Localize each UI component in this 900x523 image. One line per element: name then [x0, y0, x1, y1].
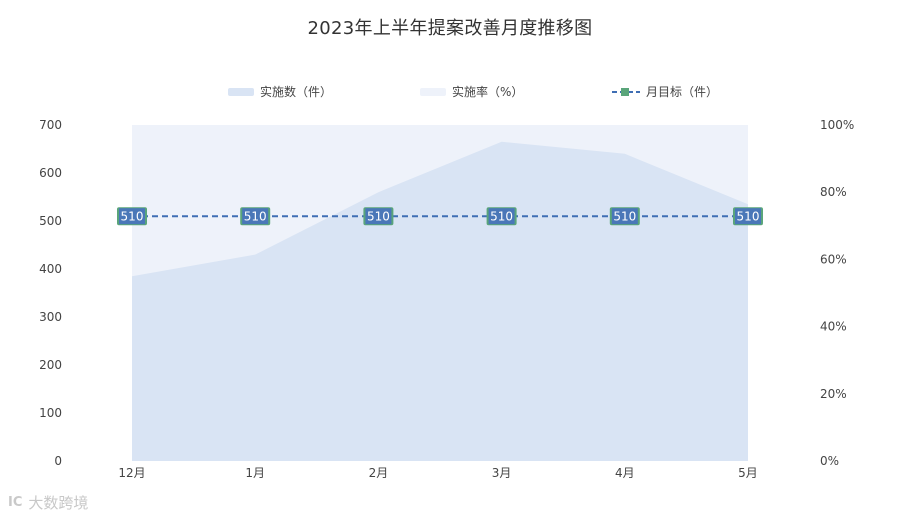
- target-label-box: [735, 208, 761, 225]
- target-label-box: [488, 208, 515, 225]
- y-left-tick-label: 300: [39, 310, 62, 324]
- y-left-tick-label: 0: [54, 454, 62, 468]
- target-data-label: 510: [121, 210, 144, 224]
- chart-title: 2023年上半年提案改善月度推移图: [307, 18, 593, 39]
- y-left-tick-label: 100: [39, 406, 62, 420]
- y-left-tick-label: 500: [39, 214, 62, 228]
- y-right-tick-label: 100%: [820, 118, 854, 132]
- y-right-tick-label: 60%: [820, 252, 847, 266]
- legend-label-rate: 实施率（%）: [452, 84, 523, 99]
- target-label-box: [611, 208, 638, 225]
- watermark: IC 大数跨境: [8, 492, 88, 513]
- y-left-tick-label: 700: [39, 118, 62, 132]
- legend-label-target: 月目标（件）: [646, 85, 718, 99]
- target-data-label: 510: [367, 210, 390, 224]
- x-tick-label: 5月: [738, 466, 758, 480]
- target-data-label: 510: [244, 210, 267, 224]
- target-label-box: [365, 208, 392, 225]
- watermark-text: 大数跨境: [28, 494, 89, 512]
- target-label-box: [242, 208, 269, 225]
- y-right-tick-label: 20%: [820, 387, 847, 401]
- x-tick-label: 12月: [118, 466, 145, 480]
- target-data-label: 510: [613, 210, 636, 224]
- y-right-tick-label: 80%: [820, 185, 847, 199]
- x-tick-label: 1月: [245, 466, 265, 480]
- watermark-logo: IC: [8, 495, 23, 510]
- legend-label-count: 实施数（件）: [260, 84, 332, 99]
- series-count-area: [132, 141, 748, 462]
- legend-swatch-rate: [420, 88, 446, 96]
- y-left-tick-label: 600: [39, 166, 62, 180]
- y-right-tick-label: 0%: [820, 454, 839, 468]
- x-tick-label: 3月: [492, 466, 512, 480]
- x-tick-label: 4月: [615, 466, 635, 480]
- legend-swatch-target-marker: [621, 88, 629, 96]
- target-label-box: [119, 208, 145, 225]
- y-right-tick-label: 40%: [820, 320, 847, 334]
- legend-swatch-count: [228, 88, 254, 96]
- x-tick-label: 2月: [369, 466, 389, 480]
- y-left-tick-label: 400: [39, 262, 62, 276]
- target-data-label: 510: [737, 210, 760, 224]
- target-data-label: 510: [490, 210, 513, 224]
- y-left-tick-label: 200: [39, 358, 62, 372]
